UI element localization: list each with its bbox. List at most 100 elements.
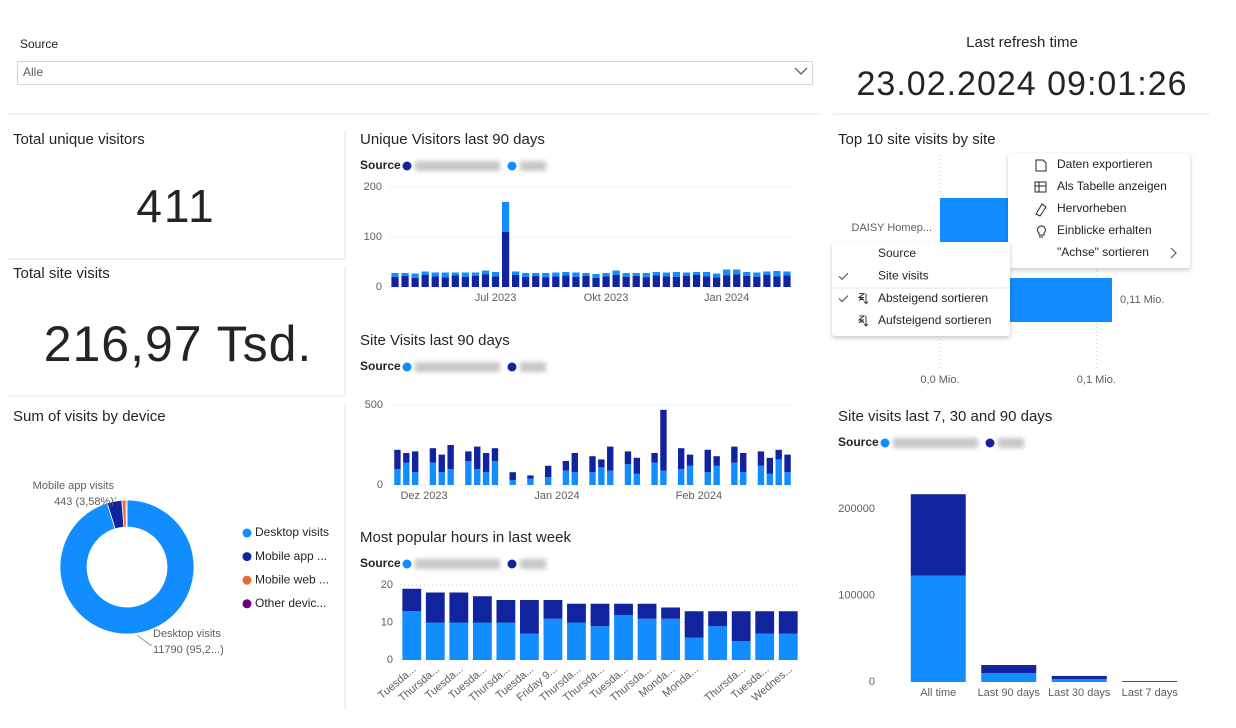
slicer-dropdown[interactable] <box>17 61 813 85</box>
bar-segment <box>753 277 761 287</box>
bar-segment <box>542 273 550 278</box>
bar-segment <box>582 276 590 287</box>
bar-segment <box>607 446 614 471</box>
x-tick-label: Jan 2024 <box>534 490 579 502</box>
bar-segment <box>612 275 620 287</box>
submenu-item[interactable]: Aufsteigend sortieren <box>878 313 991 327</box>
bar-segment <box>520 633 539 660</box>
bar-segment <box>527 478 534 485</box>
bar-segment <box>602 273 610 277</box>
bar-segment <box>589 472 596 485</box>
check-mark <box>838 295 849 303</box>
menu-icon <box>1035 159 1047 172</box>
bar-segment <box>622 277 630 287</box>
bar-segment <box>403 462 410 485</box>
callout-line <box>113 496 118 500</box>
legend-label: Other devic... <box>255 596 326 610</box>
menu-item[interactable]: Als Tabelle anzeigen <box>1057 179 1167 193</box>
bar-segment <box>662 272 670 277</box>
bar-segment <box>723 269 731 276</box>
chart-title: Unique Visitors last 90 days <box>360 131 545 148</box>
bar-segment <box>592 274 600 278</box>
bar-segment <box>562 470 570 485</box>
bar-segment <box>692 272 701 275</box>
submenu-item[interactable]: Site visits <box>878 268 929 282</box>
legend-blurred-name <box>415 559 500 569</box>
bar-segment <box>612 270 620 275</box>
bar-segment <box>692 275 701 287</box>
bar-segment <box>704 472 711 485</box>
menu-item[interactable]: Hervorheben <box>1057 201 1126 215</box>
bar-segment <box>403 453 410 463</box>
y-tick-label: 0 <box>387 654 393 666</box>
bar-segment <box>520 600 539 634</box>
bar-segment <box>637 618 657 660</box>
bar-segment <box>708 626 728 660</box>
bar-segment <box>652 275 660 287</box>
bar-segment <box>441 277 449 287</box>
legend-marker <box>507 161 517 171</box>
card-title: Total unique visitors <box>13 131 145 148</box>
bar-segment <box>731 462 738 485</box>
bar-segment <box>743 276 751 287</box>
bar-segment <box>567 622 586 660</box>
legend-label: Mobile web ... <box>255 572 329 586</box>
bar-segment <box>702 276 711 287</box>
bar-segment <box>713 273 721 278</box>
x-tick-label: Last 30 days <box>1048 687 1111 699</box>
bar-segment <box>633 473 641 485</box>
menu-item[interactable]: Einblicke erhalten <box>1057 223 1152 237</box>
bar-segment <box>491 272 500 277</box>
bar-segment <box>1051 675 1107 679</box>
bar-segment <box>775 449 782 460</box>
x-tick-label: 0,0 Mio. <box>920 374 959 386</box>
bar-segment <box>429 448 437 463</box>
y-tick-label: 0 <box>869 676 875 688</box>
legend-marker <box>242 528 252 538</box>
bar-segment <box>496 600 516 623</box>
bar-segment <box>447 445 454 469</box>
chart-title: Top 10 site visits by site <box>838 131 996 148</box>
slicer-label: Source <box>20 37 58 51</box>
bar-segment <box>733 274 741 287</box>
legend-blurred-name <box>998 438 1024 448</box>
bar-segment <box>602 276 610 287</box>
legend-label: Mobile app ... <box>255 549 327 563</box>
bar-segment <box>783 275 791 287</box>
bar-segment <box>532 276 540 287</box>
bar-segment <box>702 272 711 277</box>
bar-segment <box>708 611 728 627</box>
bar-segment <box>773 276 781 287</box>
submenu-item[interactable]: Source <box>878 246 916 260</box>
bar-segment <box>677 448 685 469</box>
bar-segment <box>449 622 469 660</box>
bar-segment <box>421 271 429 275</box>
bar-segment <box>501 232 510 287</box>
bar-segment <box>642 273 650 278</box>
x-tick-label: Jul 2023 <box>475 292 517 304</box>
bar-segment <box>677 469 685 485</box>
bar-segment <box>607 470 614 485</box>
context-menu <box>1008 153 1190 268</box>
bar-segment <box>482 472 490 485</box>
card-value: 216,97 Tsd. <box>44 316 313 372</box>
bar-segment <box>614 603 633 615</box>
bar-segment <box>471 276 480 287</box>
bar-segment <box>661 618 680 660</box>
submenu-item[interactable]: Absteigend sortieren <box>878 291 988 305</box>
bar-segment <box>624 451 632 465</box>
bar-segment <box>775 459 782 485</box>
menu-item[interactable]: "Achse" sortieren <box>1057 245 1149 259</box>
legend-blurred-name <box>415 362 500 372</box>
bar-segment <box>778 633 798 660</box>
legend-blurred-name <box>520 362 546 372</box>
dropdown-chevron[interactable] <box>794 67 808 75</box>
bar-segment <box>411 472 419 485</box>
bar-segment <box>766 457 774 474</box>
card-title: Total site visits <box>13 265 110 282</box>
bar-segment <box>522 277 530 287</box>
menu-item[interactable]: Daten exportieren <box>1057 157 1152 171</box>
slicer-value[interactable]: Alle <box>23 65 43 79</box>
bar-segment <box>491 276 500 287</box>
bar-segment <box>429 462 437 485</box>
